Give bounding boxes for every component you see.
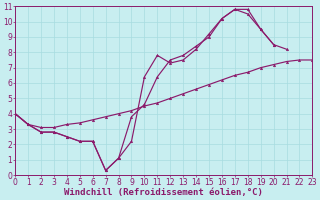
X-axis label: Windchill (Refroidissement éolien,°C): Windchill (Refroidissement éolien,°C) — [64, 188, 263, 197]
